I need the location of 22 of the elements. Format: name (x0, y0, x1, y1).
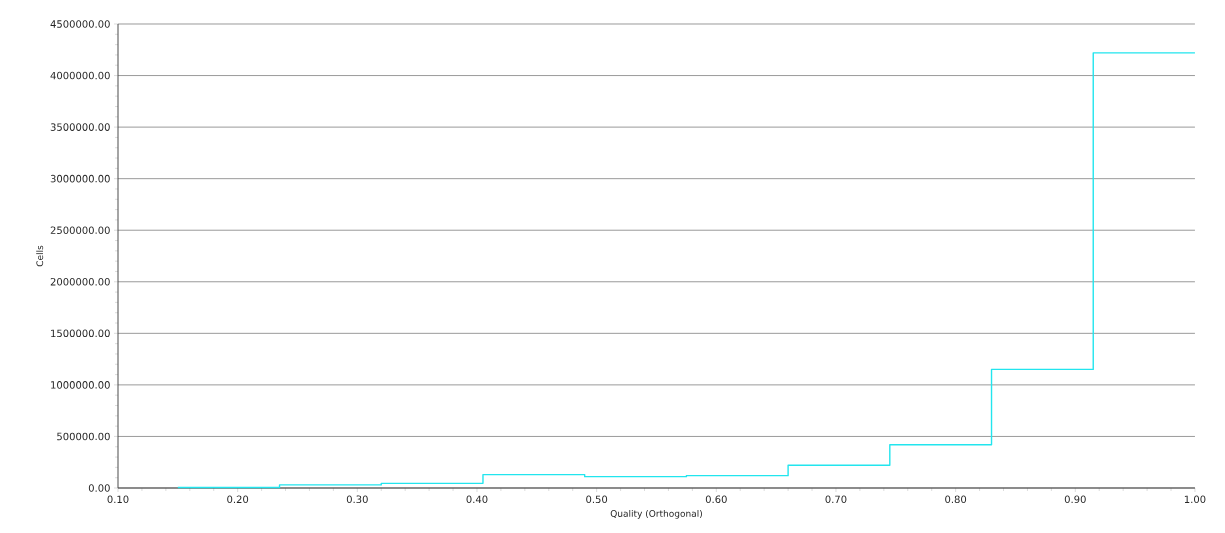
y-tick-label: 1000000.00 (51, 381, 110, 389)
x-tick-label: 0.30 (346, 495, 368, 504)
y-tick-label: 2500000.00 (50, 226, 110, 234)
y-tick-label: 1500000.00 (51, 329, 110, 338)
y-tick-label: 500000.00 (57, 432, 110, 441)
x-tick-label: 0.70 (825, 495, 847, 504)
x-tick-label: 0.50 (586, 495, 608, 504)
x-tick-label: 0.20 (227, 495, 249, 504)
y-tick-label: 0.00 (88, 484, 110, 492)
x-tick-label: 0.80 (945, 495, 967, 504)
y-axis-title: Cells (36, 245, 44, 267)
x-tick-label: 0.90 (1064, 495, 1086, 504)
y-tick-label: 4500000.00 (50, 20, 110, 28)
x-tick-label: 0.40 (466, 495, 488, 504)
x-tick-label: 0.10 (107, 495, 129, 504)
x-axis-title: Quality (Orthogonal) (610, 509, 702, 519)
x-tick-label: 0.60 (705, 495, 727, 504)
x-tick-label: 1.00 (1184, 495, 1206, 504)
y-tick-label: 3000000.00 (50, 174, 110, 183)
y-tick-label: 4000000.00 (50, 71, 110, 80)
y-tick-label: 3500000.00 (50, 123, 110, 131)
y-tick-label: 2000000.00 (50, 277, 110, 286)
